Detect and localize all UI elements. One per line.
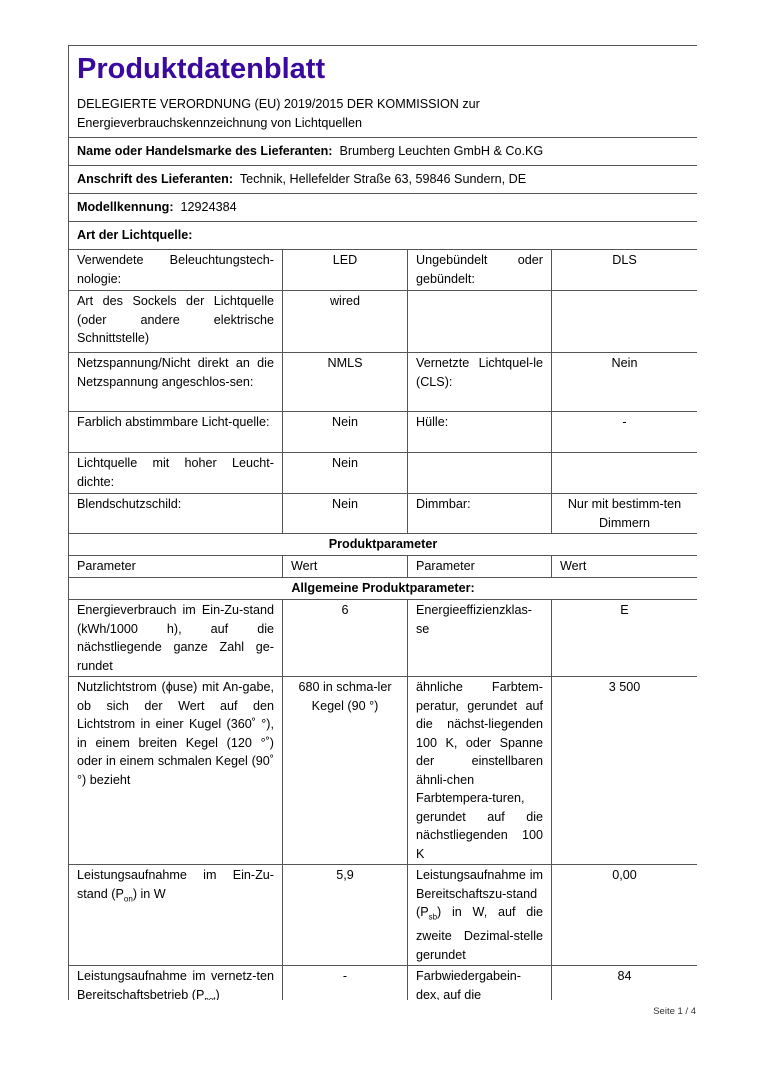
subscript: net [204, 995, 216, 1000]
cell [407, 452, 552, 494]
cell: 5,9 [282, 863, 408, 967]
regulation-line-1: DELEGIERTE VERORDNUNG (EU) 2019/2015 DER… [77, 97, 480, 111]
column-header: Wert [551, 555, 697, 578]
datasheet-table: Produktdatenblatt DELEGIERTE VERORDNUNG … [68, 45, 697, 1000]
cell: Verwendete Beleuchtungstech-nologie: [68, 249, 283, 291]
table-row: Leistungsaufnahme im vernetz-ten Bereits… [68, 965, 697, 1000]
supplier-name-row: Name oder Handelsmarke des Lieferanten: … [68, 137, 697, 166]
cell: 6 [282, 599, 408, 677]
cell: Nur mit bestimm-ten Dimmern [551, 493, 697, 534]
cell: Ungebündelt oder gebündelt: [407, 249, 552, 291]
cell: NMLS [282, 352, 408, 412]
cell: Art des Sockels der Lichtquelle (oder an… [68, 290, 283, 353]
label-text: ) in W [132, 886, 166, 901]
cell: Leistungsaufnahme im vernetz-ten Bereits… [68, 965, 283, 1000]
model-value: 12924384 [180, 200, 237, 214]
cell: 680 in schma-ler Kegel (90 °) [282, 676, 408, 865]
cell: Leistungsaufnahme im Ein-Zu-stand (Pon) … [68, 863, 283, 967]
supplier-address-label: Anschrift des Lieferanten: [77, 172, 234, 186]
label-text: ) in W, auf die zweite Dezimal-stelle ge… [416, 905, 543, 962]
cell: Leistungsaufnahme im Bereitschaftszu-sta… [407, 863, 552, 967]
cell: Energieeffizienzklas-se [407, 599, 552, 677]
label-text: Leistungsaufnahme im Bereitschaftszu-sta… [416, 868, 543, 919]
supplier-address-row: Anschrift des Lieferanten: Technik, Hell… [68, 165, 697, 194]
column-header: Wert [282, 555, 408, 578]
table-row: Verwendete Beleuchtungstech-nologie: LED U… [68, 249, 697, 291]
cell: - [551, 411, 697, 453]
cell: ähnliche Farbtem-peratur, gerundet auf d… [407, 676, 552, 865]
supplier-name-value: Brumberg Leuchten GmbH & Co.KG [339, 144, 544, 158]
cell [551, 452, 697, 494]
cell: Farbwiedergabein-dex, auf die [407, 965, 552, 1000]
cell: Farblich abstimmbare Licht-quelle: [68, 411, 283, 453]
section-header-row: Produktparameter [68, 533, 697, 556]
table-row: Nutzlichtstrom (ϕuse) mit An-gabe, ob si… [68, 676, 697, 865]
cell: 3 500 [551, 676, 697, 865]
column-header-row: Parameter Wert Parameter Wert [68, 555, 697, 578]
column-header: Parameter [407, 555, 552, 578]
cell: wired [282, 290, 408, 353]
cell: Lichtquelle mit hoher Leucht-dichte: [68, 452, 283, 494]
table-row: Art des Sockels der Lichtquelle (oder an… [68, 290, 697, 353]
label-text: Leistungsaufnahme im vernetz-ten Bereits… [77, 969, 274, 1000]
subsection-title: Allgemeine Produktparameter: [68, 577, 697, 600]
light-type-row: Art der Lichtquelle: [68, 221, 697, 250]
model-label: Modellkennung: [77, 200, 174, 214]
model-row: Modellkennung: 12924384 [68, 193, 697, 222]
cell: Netzspannung/Nicht direkt an die Netzspa… [68, 352, 283, 412]
light-type-label: Art der Lichtquelle: [77, 228, 193, 242]
label-text: Leistungsaufnahme im Ein-Zu-stand (P [77, 868, 274, 901]
cell: Energieverbrauch im Ein-Zu-stand (kWh/10… [68, 599, 283, 677]
subscript: sb [428, 912, 438, 922]
regulation-line-2: Energieverbrauchskennzeichnung von Licht… [77, 116, 362, 130]
table-row: Lichtquelle mit hoher Leucht-dichte: Nein [68, 452, 697, 494]
cell: Blendschutzschild: [68, 493, 283, 534]
supplier-address-value: Technik, Hellefelder Straße 63, 59846 Su… [239, 172, 527, 186]
subsection-header-row: Allgemeine Produktparameter: [68, 577, 697, 600]
cell: Nein [282, 493, 408, 534]
cell: 0,00 [551, 863, 697, 967]
subscript: on [123, 894, 133, 904]
cell [551, 290, 697, 353]
column-header: Parameter [68, 555, 283, 578]
page-title: Produktdatenblatt [77, 53, 326, 85]
cell: 84 [551, 965, 697, 1000]
section-title: Produktparameter [68, 533, 697, 556]
table-row: Blendschutzschild: Nein Dimmbar: Nur mit be… [68, 493, 697, 534]
datasheet: Produktdatenblatt DELEGIERTE VERORDNUNG … [68, 45, 697, 1000]
cell: Nein [551, 352, 697, 412]
label-text: ) [215, 987, 220, 1000]
cell: Nein [282, 411, 408, 453]
table-row: Netzspannung/Nicht direkt an die Netzspa… [68, 352, 697, 412]
cell: Dimmbar: [407, 493, 552, 534]
cell: DLS [551, 249, 697, 291]
supplier-name-label: Name oder Handelsmarke des Lieferanten: [77, 144, 333, 158]
cell: E [551, 599, 697, 677]
cell: - [282, 965, 408, 1000]
page-number: Seite 1 / 4 [653, 1006, 696, 1017]
cell: Nein [282, 452, 408, 494]
cell [407, 290, 552, 353]
cell: Nutzlichtstrom (ϕuse) mit An-gabe, ob si… [68, 676, 283, 865]
table-row: Energieverbrauch im Ein-Zu-stand (kWh/10… [68, 599, 697, 677]
cell: Vernetzte Lichtquel-le (CLS): [407, 352, 552, 412]
title-row: Produktdatenblatt DELEGIERTE VERORDNUNG … [68, 45, 697, 138]
table-row: Leistungsaufnahme im Ein-Zu-stand (Pon) … [68, 863, 697, 967]
cell: Hülle: [407, 411, 552, 453]
cell: LED [282, 249, 408, 291]
table-row: Farblich abstimmbare Licht-quelle: Nein Hü… [68, 411, 697, 453]
